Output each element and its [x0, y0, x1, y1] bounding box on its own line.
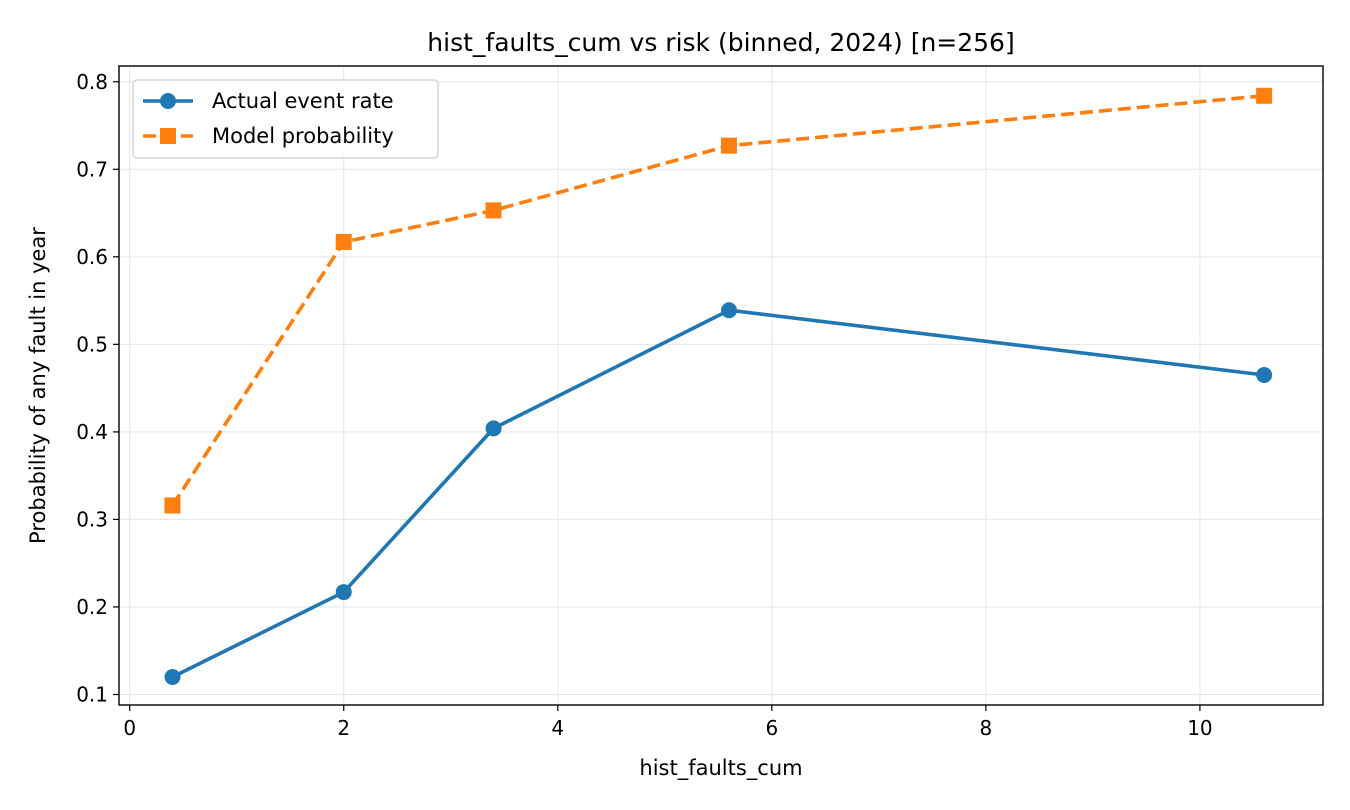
plot-frame — [118, 65, 1324, 706]
legend-marker — [160, 128, 176, 144]
y-tick-label: 0.3 — [76, 507, 108, 531]
legend-marker — [160, 93, 176, 109]
legend-label: Model probability — [212, 124, 394, 148]
x-tick-label: 2 — [337, 716, 350, 740]
data-point — [721, 302, 738, 319]
legend: Actual event rate Model probability — [132, 79, 439, 159]
legend-box — [132, 79, 439, 159]
y-tick-label: 0.8 — [76, 70, 108, 94]
x-tick-label: 0 — [123, 716, 136, 740]
x-tick-label: 8 — [980, 716, 993, 740]
x-tick-label: 6 — [765, 716, 778, 740]
x-tick-label: 10 — [1187, 716, 1212, 740]
data-point — [1256, 366, 1273, 383]
chart-title: hist_faults_cum vs risk (binned, 2024) [… — [427, 28, 1014, 57]
legend-item: Actual event rate — [143, 89, 394, 113]
y-tick-label: 0.2 — [76, 595, 108, 619]
y-tick-label: 0.1 — [76, 682, 108, 706]
data-point — [721, 137, 738, 154]
x-axis-title: hist_faults_cum — [639, 756, 802, 781]
series-model-probability — [164, 87, 1273, 514]
y-tick-label: 0.4 — [76, 420, 108, 444]
legend-item: Model probability — [143, 124, 394, 148]
grid-lines — [119, 66, 1323, 705]
series-actual-event-rate — [164, 302, 1273, 685]
y-tick-label: 0.5 — [76, 332, 108, 356]
y-axis-title: Probability of any fault in year — [26, 227, 50, 544]
axis-ticks: 0 2 4 6 8 10 0.1 0.2 0.3 0.4 0.5 0.6 0.7 0.8 — [76, 70, 1212, 740]
series-line — [171, 308, 1265, 679]
data-point — [485, 420, 502, 437]
data-point — [164, 497, 181, 514]
data-point — [485, 202, 502, 219]
y-tick-label: 0.7 — [76, 157, 108, 181]
data-point — [335, 233, 352, 250]
data-point — [164, 668, 181, 685]
x-tick-label: 4 — [551, 716, 564, 740]
y-tick-label: 0.6 — [76, 245, 108, 269]
legend-label: Actual event rate — [212, 89, 394, 113]
data-point — [335, 584, 352, 601]
data-point — [1256, 87, 1273, 104]
plot-series — [164, 87, 1273, 685]
